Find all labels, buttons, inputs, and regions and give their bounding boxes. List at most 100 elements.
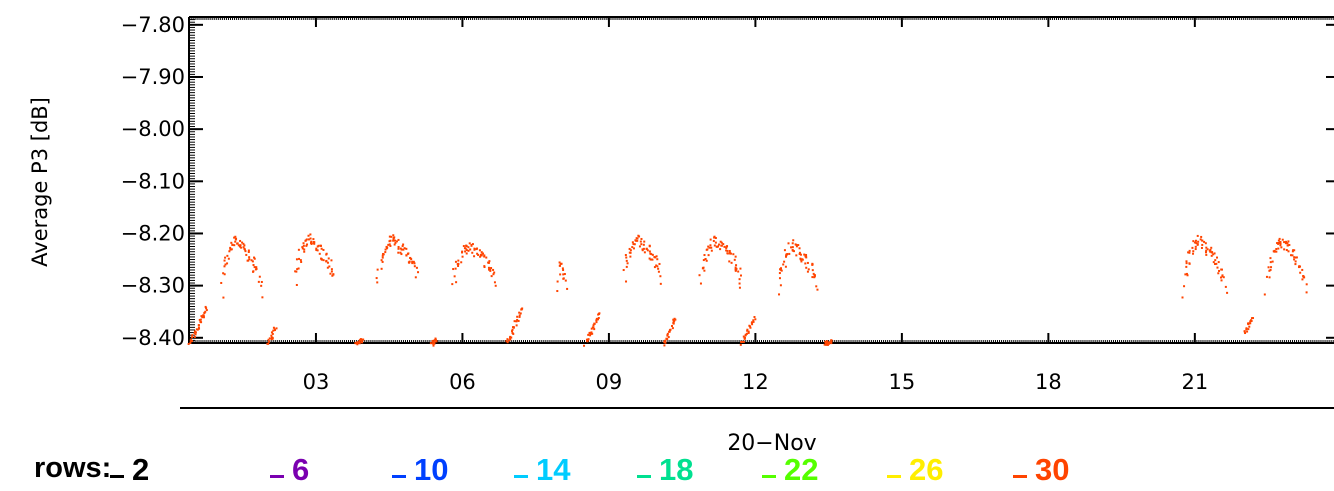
data-point <box>392 240 394 242</box>
data-point <box>402 249 404 251</box>
data-point <box>634 243 636 245</box>
data-point <box>632 241 634 243</box>
data-point <box>485 257 487 259</box>
data-point <box>815 285 817 287</box>
data-point <box>308 238 310 240</box>
data-point <box>566 288 568 290</box>
data-point <box>700 283 702 285</box>
data-point <box>706 248 708 250</box>
data-point <box>1288 244 1290 246</box>
data-point <box>199 321 201 323</box>
legend-swatch <box>887 475 901 478</box>
data-point <box>492 269 494 271</box>
data-point <box>653 256 655 258</box>
data-point <box>521 308 523 310</box>
x-axis-tick-labels: 03 06 09 12 15 18 21 <box>303 370 1209 394</box>
data-point <box>228 250 230 252</box>
data-point <box>1191 247 1193 249</box>
data-point <box>386 246 388 248</box>
legend-swatch <box>110 475 124 478</box>
data-point <box>1279 241 1281 243</box>
data-point <box>1211 251 1213 253</box>
data-point <box>753 321 755 323</box>
data-point <box>800 254 802 256</box>
data-point <box>1216 257 1218 259</box>
x-tick-label: 09 <box>596 370 623 394</box>
data-point <box>788 242 790 244</box>
data-point <box>377 269 379 271</box>
data-point <box>331 270 333 272</box>
data-point <box>512 333 514 335</box>
data-point <box>235 238 237 240</box>
data-point <box>562 273 564 275</box>
data-point <box>409 257 411 259</box>
legend-swatch <box>514 475 528 478</box>
data-point <box>405 248 407 250</box>
legend-label: 30 <box>1035 452 1069 487</box>
data-point <box>739 278 741 280</box>
data-point <box>1269 276 1271 278</box>
data-point <box>455 281 457 283</box>
data-point <box>1295 257 1297 259</box>
data-point <box>590 331 592 333</box>
data-point <box>513 326 515 328</box>
y-tick-label: −8.20 <box>121 221 185 245</box>
data-point <box>660 283 662 285</box>
data-point <box>231 248 233 250</box>
data-point <box>454 275 456 277</box>
data-point <box>1218 261 1220 263</box>
data-point <box>1201 247 1203 249</box>
data-point <box>1214 263 1216 265</box>
data-point <box>298 258 300 260</box>
data-point <box>728 260 730 262</box>
data-point <box>1226 292 1228 294</box>
data-point <box>804 262 806 264</box>
data-point <box>1205 242 1207 244</box>
y-axis-title: Average P3 [dB] <box>28 97 52 267</box>
data-point <box>737 271 739 273</box>
data-point <box>491 275 493 277</box>
data-point <box>671 325 673 327</box>
data-point <box>703 254 705 256</box>
data-point <box>457 265 459 267</box>
data-point <box>785 256 787 258</box>
data-point <box>392 234 394 236</box>
data-point <box>663 344 665 346</box>
data-points <box>188 233 1308 346</box>
data-point <box>652 254 654 256</box>
data-point <box>430 342 432 344</box>
data-point <box>467 250 469 252</box>
data-point <box>748 331 750 333</box>
data-point <box>222 297 224 299</box>
data-point <box>240 244 242 246</box>
data-point <box>296 284 298 286</box>
data-point <box>781 270 783 272</box>
data-point <box>635 240 637 242</box>
data-point <box>1277 248 1279 250</box>
data-point <box>797 244 799 246</box>
data-point <box>1181 296 1183 298</box>
data-point <box>805 267 807 269</box>
data-point <box>1197 243 1199 245</box>
data-point <box>1287 250 1289 252</box>
data-point <box>594 323 596 325</box>
data-point <box>625 257 627 259</box>
data-point <box>717 245 719 247</box>
data-point <box>1303 276 1305 278</box>
data-point <box>253 264 255 266</box>
legend-swatch <box>392 475 406 478</box>
data-point <box>1185 266 1187 268</box>
data-point <box>1201 244 1203 246</box>
data-point <box>240 247 242 249</box>
data-point <box>318 245 320 247</box>
data-point <box>672 327 674 329</box>
data-point <box>729 253 731 255</box>
data-point <box>559 265 561 267</box>
data-point <box>234 236 236 238</box>
data-point <box>381 259 383 261</box>
data-point <box>779 272 781 274</box>
data-point <box>471 245 473 247</box>
data-point <box>813 276 815 278</box>
data-point <box>718 244 720 246</box>
data-point <box>802 259 804 261</box>
